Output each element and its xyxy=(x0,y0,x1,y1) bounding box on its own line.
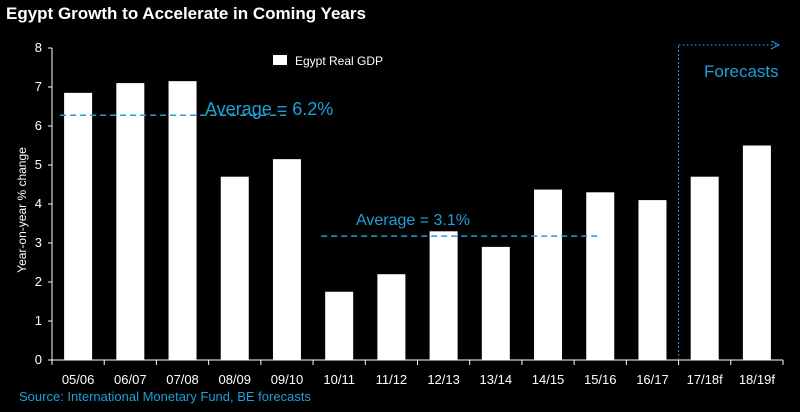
bar xyxy=(377,274,406,360)
x-tick-label: 10/11 xyxy=(323,372,355,385)
bar-chart: 0 1 2 3 4 5 6 7 8 Year-on-year % change 05/06 06/07… xyxy=(15,40,784,385)
bar xyxy=(220,176,249,360)
y-tick-label: 4 xyxy=(35,196,42,211)
bar xyxy=(481,246,510,360)
x-tick-label: 16/17 xyxy=(636,372,669,385)
bar xyxy=(742,145,771,360)
bar xyxy=(64,92,93,360)
source-note: Source: International Monetary Fund, BE … xyxy=(19,389,311,404)
chart-title: Egypt Growth to Accelerate in Coming Yea… xyxy=(6,4,366,23)
x-tick-label: 13/14 xyxy=(480,372,513,385)
bar xyxy=(116,83,145,360)
forecast-arrow-head xyxy=(770,40,781,50)
y-tick-label: 0 xyxy=(35,352,42,367)
x-tick-label: 08/09 xyxy=(218,372,251,385)
legend-swatch xyxy=(273,55,287,65)
x-tick-label: 05/06 xyxy=(62,372,95,385)
x-tick-label: 15/16 xyxy=(584,372,617,385)
y-tick-label: 7 xyxy=(35,79,42,94)
y-tick-label: 2 xyxy=(35,274,42,289)
bar xyxy=(325,291,354,360)
y-axis-title: Year-on-year % change xyxy=(15,147,29,273)
y-tick-label: 5 xyxy=(35,157,42,172)
bar xyxy=(690,176,719,360)
y-tick-label: 8 xyxy=(35,40,42,55)
bar xyxy=(586,192,615,360)
y-tick-label: 1 xyxy=(35,313,42,328)
forecast-label: Forecasts xyxy=(704,62,779,81)
x-tick-label: 14/15 xyxy=(532,372,565,385)
bar xyxy=(534,189,563,360)
x-tick-label: 07/08 xyxy=(166,372,199,385)
x-tick-label: 06/07 xyxy=(114,372,147,385)
y-tick-label: 3 xyxy=(35,235,42,250)
legend-label: Egypt Real GDP xyxy=(295,54,383,68)
bar xyxy=(429,231,458,360)
y-tick-label: 6 xyxy=(35,118,42,133)
x-tick-label: 09/10 xyxy=(271,372,304,385)
bar xyxy=(168,81,197,361)
x-tick-label: 11/12 xyxy=(376,372,408,385)
x-tick-label: 12/13 xyxy=(427,372,460,385)
bar xyxy=(272,159,301,360)
average-label: Average = 3.1% xyxy=(356,212,470,229)
bar xyxy=(638,200,667,360)
average-label: Average = 6.2% xyxy=(205,99,333,119)
x-tick-label: 18/19f xyxy=(739,372,776,385)
x-tick-label: 17/18f xyxy=(687,372,724,385)
